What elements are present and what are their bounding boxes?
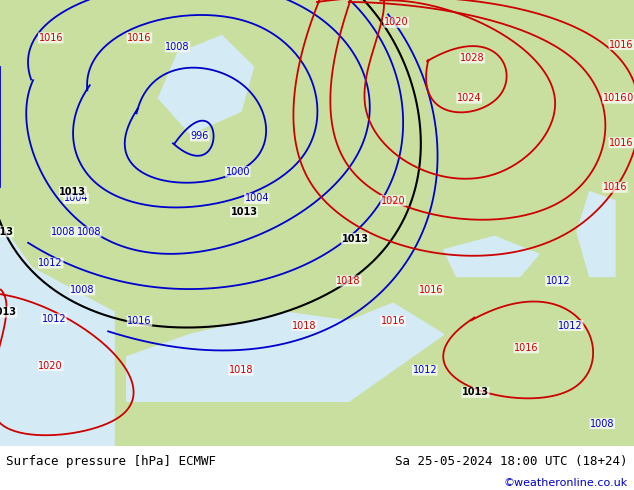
Text: 1018: 1018 xyxy=(337,276,361,286)
Text: 1004: 1004 xyxy=(64,194,88,203)
Text: 1016: 1016 xyxy=(622,93,634,103)
Text: 996: 996 xyxy=(191,131,209,141)
Text: 1013: 1013 xyxy=(462,388,489,397)
Text: 1016: 1016 xyxy=(514,343,538,353)
Text: 1016: 1016 xyxy=(127,316,152,326)
Text: 1016: 1016 xyxy=(127,33,152,43)
Text: 1004: 1004 xyxy=(245,194,269,203)
Text: 1012: 1012 xyxy=(559,320,583,331)
Text: 1013: 1013 xyxy=(0,227,13,237)
Text: 1012: 1012 xyxy=(546,276,570,286)
Text: 1013: 1013 xyxy=(231,207,257,217)
Text: Surface pressure [hPa] ECMWF: Surface pressure [hPa] ECMWF xyxy=(6,455,216,468)
Text: 1020: 1020 xyxy=(384,17,408,27)
Text: 1016: 1016 xyxy=(609,40,633,49)
Text: 1013: 1013 xyxy=(60,187,86,197)
Polygon shape xyxy=(127,303,444,401)
Text: 1008: 1008 xyxy=(70,285,94,295)
Text: 1008: 1008 xyxy=(77,227,101,237)
Text: Sa 25-05-2024 18:00 UTC (18+24): Sa 25-05-2024 18:00 UTC (18+24) xyxy=(395,455,628,468)
Text: 1016: 1016 xyxy=(603,93,627,103)
Text: 1016: 1016 xyxy=(609,138,633,147)
Text: 1013: 1013 xyxy=(342,234,368,244)
Text: 1020: 1020 xyxy=(381,196,405,206)
Text: 1008: 1008 xyxy=(51,227,75,237)
Text: 1024: 1024 xyxy=(457,93,481,103)
Text: 1028: 1028 xyxy=(460,53,484,63)
Text: 1000: 1000 xyxy=(226,167,250,177)
Text: 1008: 1008 xyxy=(165,42,190,52)
Text: 1016: 1016 xyxy=(419,285,443,295)
Polygon shape xyxy=(0,223,114,446)
Text: ©weatheronline.co.uk: ©weatheronline.co.uk xyxy=(503,478,628,489)
Polygon shape xyxy=(577,192,615,276)
Text: 1012: 1012 xyxy=(42,314,66,324)
Text: 1016: 1016 xyxy=(39,33,63,43)
Text: 1018: 1018 xyxy=(229,365,253,375)
Polygon shape xyxy=(158,36,254,134)
Text: 1013: 1013 xyxy=(0,307,16,317)
Text: 1012: 1012 xyxy=(413,365,437,375)
Text: 1016: 1016 xyxy=(381,316,405,326)
Text: 1016: 1016 xyxy=(603,182,627,192)
Text: 1018: 1018 xyxy=(292,320,316,331)
Text: 1008: 1008 xyxy=(590,418,614,429)
Text: 1012: 1012 xyxy=(39,258,63,268)
Polygon shape xyxy=(444,236,539,276)
Text: 1020: 1020 xyxy=(39,361,63,370)
